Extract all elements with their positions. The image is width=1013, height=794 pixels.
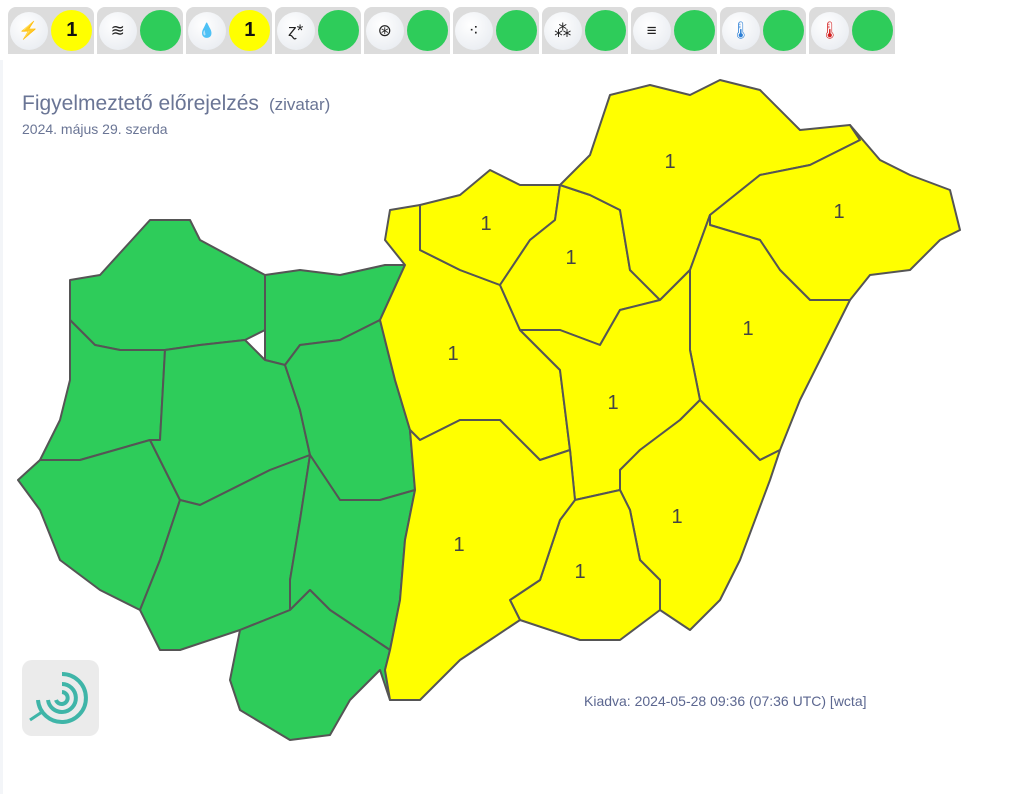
warning-type-button-lightning[interactable]: ⚡ 1: [8, 7, 94, 54]
warning-type-button-snowfall[interactable]: ⁂: [542, 7, 628, 54]
page-edge: [0, 60, 3, 794]
rainfall-icon: ⁖: [454, 11, 493, 50]
warning-level-indicator: [318, 10, 360, 51]
county-warning-level-bacs-kiskun: 1: [453, 534, 464, 556]
title-text: Figyelmeztető előrejelzés: [22, 92, 259, 115]
warning-type-button-rain[interactable]: 💧 1: [186, 7, 272, 54]
warning-level-indicator: [585, 10, 627, 51]
county-warning-level-heves: 1: [565, 247, 576, 269]
warning-level-indicator: [407, 10, 449, 51]
county-warning-level-nograd: 1: [480, 213, 491, 235]
warning-level-indicator: [674, 10, 716, 51]
warning-level-indicator: [140, 10, 182, 51]
fog-icon: ≡: [632, 11, 671, 50]
page-title: Figyelmeztető előrejelzés (zivatar): [22, 92, 330, 116]
county-baranya[interactable]: [229, 589, 391, 741]
warning-type-button-snow-drift[interactable]: ɀ*: [275, 7, 361, 54]
warning-level-indicator: 1: [51, 10, 93, 51]
lightning-icon: ⚡: [9, 11, 48, 50]
freezing-rain-icon: ⊛: [365, 11, 404, 50]
warning-level-indicator: [852, 10, 894, 51]
wind-sock-icon: ≋: [98, 11, 137, 50]
county-gyor-moson-sopron[interactable]: [69, 219, 266, 351]
county-warning-level-szabolcs-szatmar-bereg: 1: [833, 201, 844, 223]
warning-type-button-cold-thermometer[interactable]: 🌡: [720, 7, 806, 54]
rain-icon: 💧: [187, 11, 226, 50]
warning-level-indicator: [496, 10, 538, 51]
county-warning-level-borsod-abauj-zemplen: 1: [664, 151, 675, 173]
heat-thermometer-icon: 🌡: [810, 11, 849, 50]
warning-type-toolbar: ⚡ 1 ≋ 💧 1 ɀ* ⊛ ⁖ ⁂ ≡ 🌡 🌡: [8, 7, 895, 54]
issued-timestamp: Kiadva: 2024-05-28 09:36 (07:36 UTC) [wc…: [584, 693, 867, 709]
warning-type-button-fog[interactable]: ≡: [631, 7, 717, 54]
warning-type-button-heat-thermometer[interactable]: 🌡: [809, 7, 895, 54]
warning-level-indicator: [763, 10, 805, 51]
warning-type-button-rainfall[interactable]: ⁖: [453, 7, 539, 54]
warning-type-button-wind-sock[interactable]: ≋: [97, 7, 183, 54]
warning-type-button-freezing-rain[interactable]: ⊛: [364, 7, 450, 54]
snowfall-icon: ⁂: [543, 11, 582, 50]
county-warning-level-hajdu-bihar: 1: [742, 318, 753, 340]
county-warning-level-jasz-nagykun-szolnok: 1: [607, 392, 618, 414]
forecast-date: 2024. május 29. szerda: [22, 121, 168, 137]
warning-type-label: (zivatar): [268, 95, 331, 114]
county-bacs-kiskun[interactable]: [384, 419, 576, 701]
county-warning-level-pest: 1: [447, 343, 458, 365]
snow-drift-icon: ɀ*: [276, 11, 315, 50]
met-service-logo: [22, 660, 99, 736]
warning-level-indicator: 1: [229, 10, 271, 51]
swirl-logo-icon: [29, 672, 88, 724]
county-warning-level-csongrad: 1: [574, 561, 585, 583]
county-warning-level-bekes: 1: [671, 506, 682, 528]
cold-thermometer-icon: 🌡: [721, 11, 760, 50]
